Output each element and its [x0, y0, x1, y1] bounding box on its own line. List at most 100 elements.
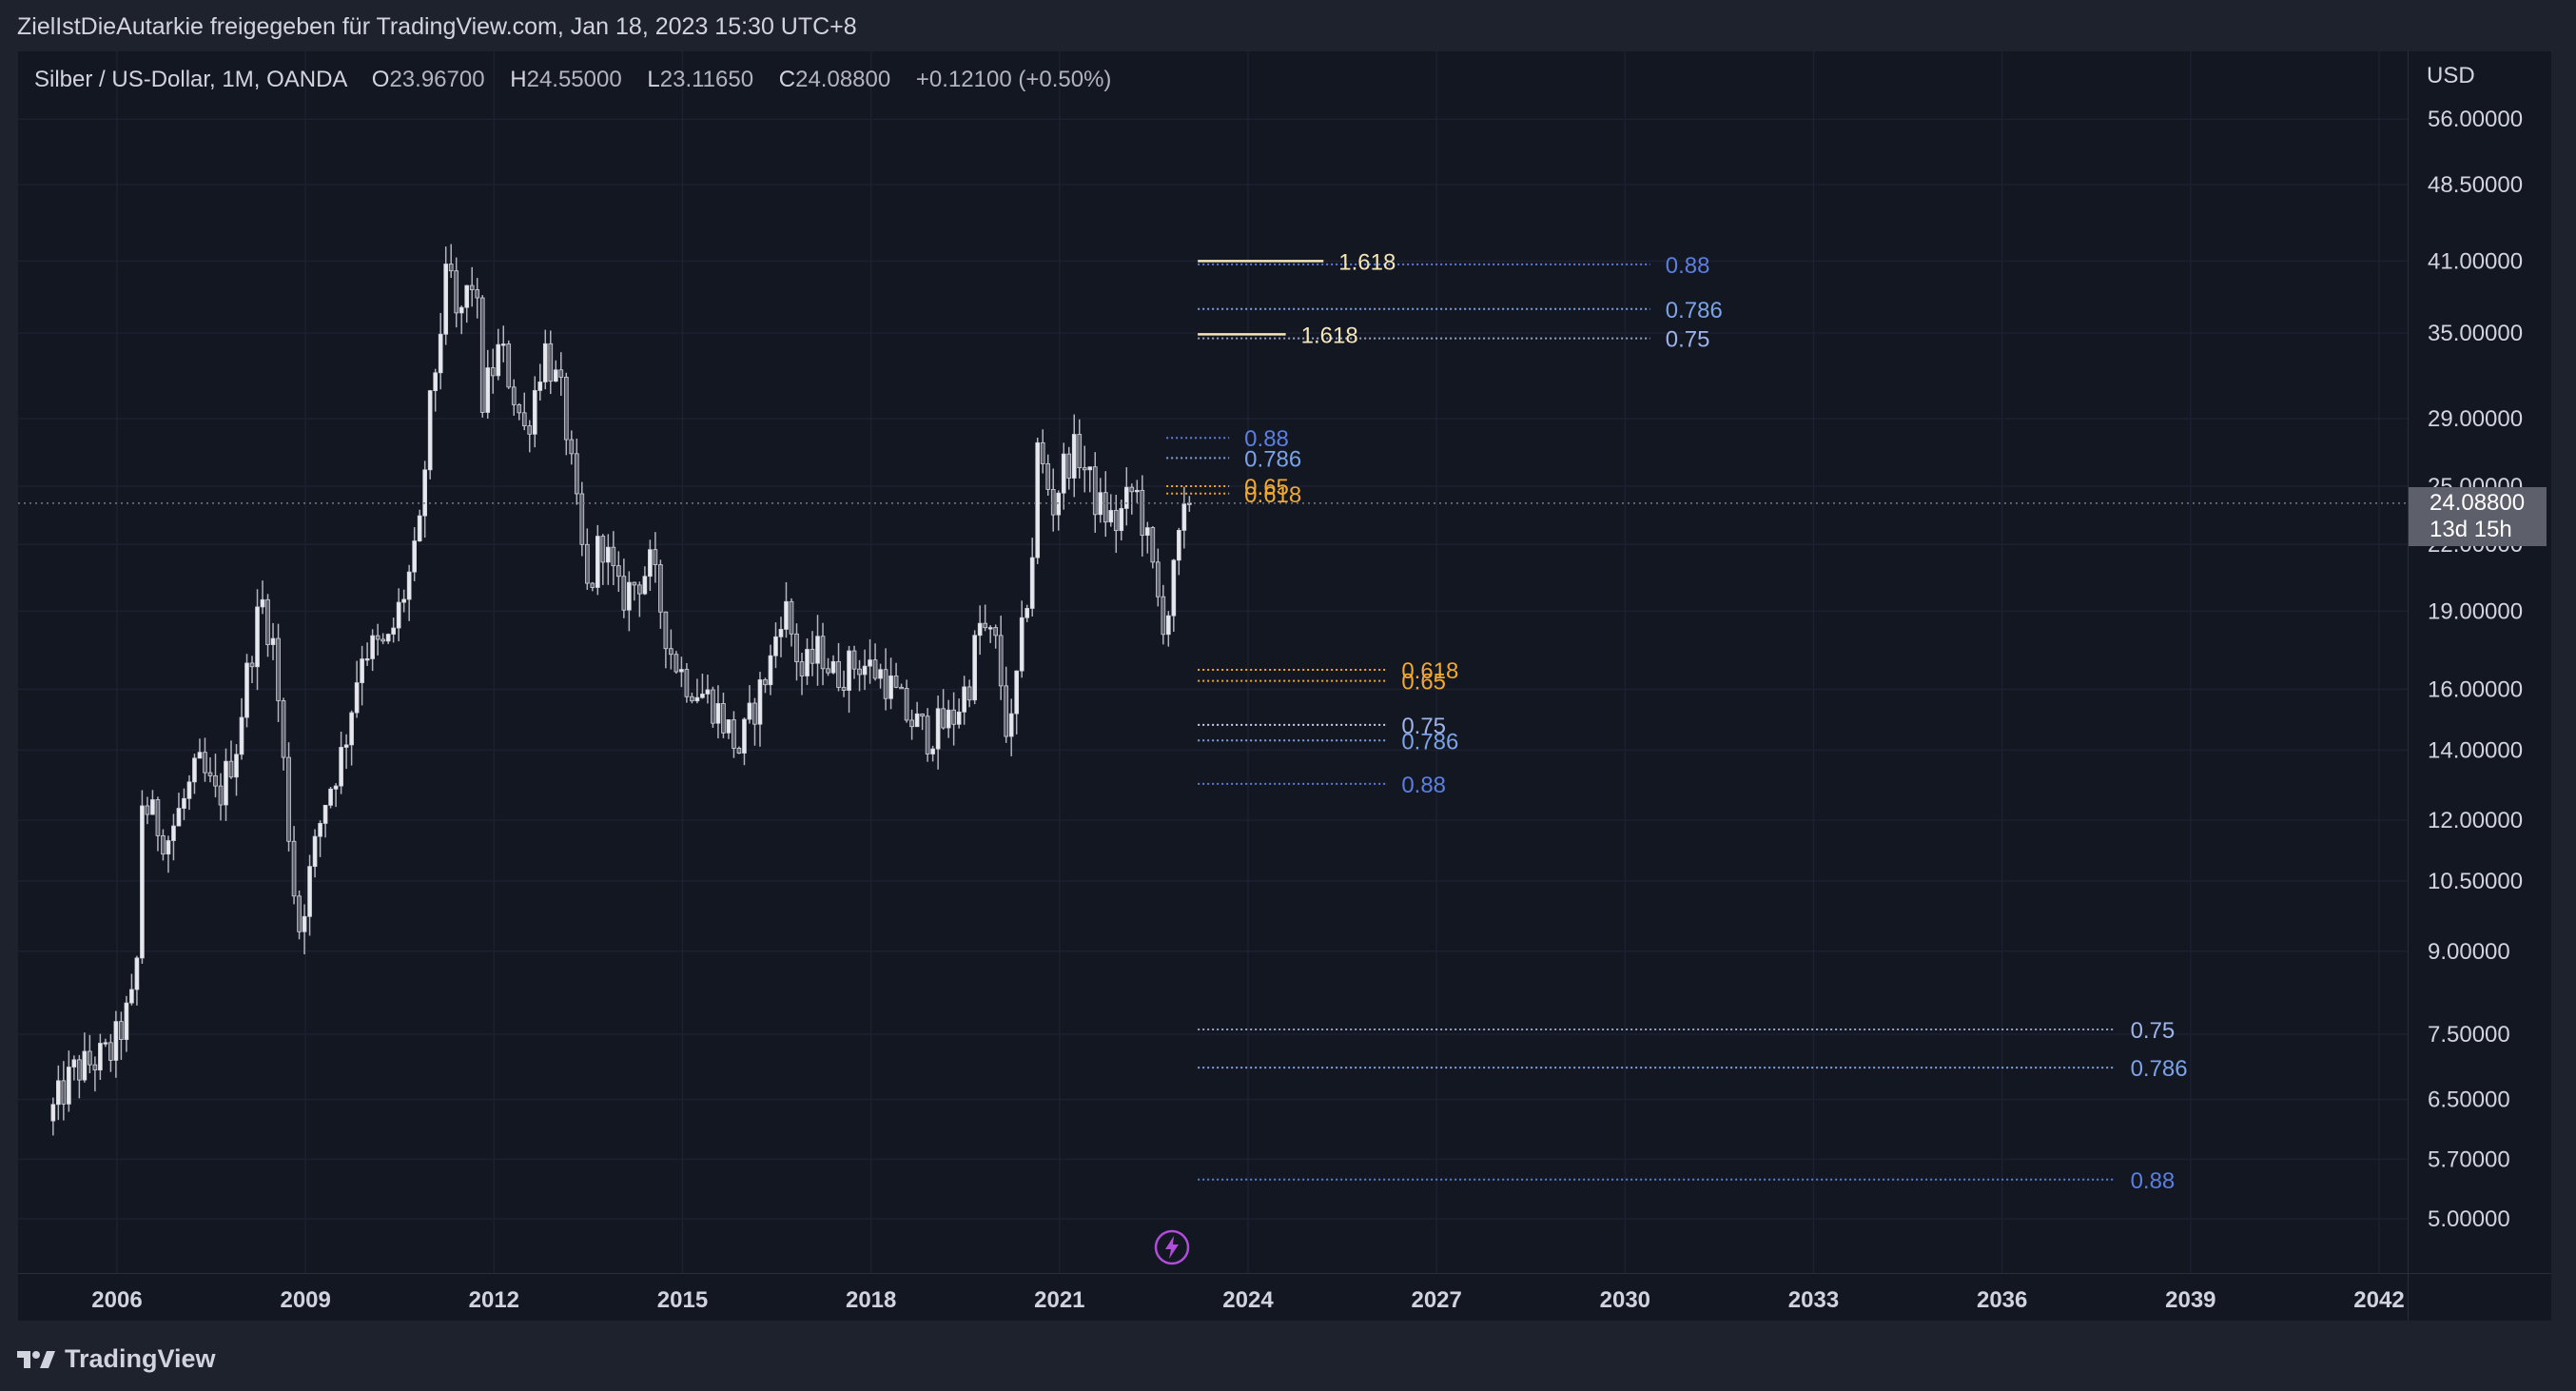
low-label: L: [647, 67, 660, 92]
candle-body: [1004, 685, 1009, 737]
candle-body: [637, 584, 642, 595]
candle-body: [966, 686, 972, 701]
candle-body: [234, 754, 239, 778]
candle-body: [872, 659, 878, 679]
candle-body: [1092, 466, 1098, 516]
candle-body: [690, 696, 694, 702]
candle-body: [935, 708, 941, 750]
candle-body: [239, 716, 244, 755]
candle-body: [224, 760, 228, 806]
candle-body: [1108, 510, 1114, 523]
lightning-bolt-icon[interactable]: [1153, 1228, 1191, 1266]
candle-body: [857, 668, 862, 676]
candle-body: [977, 622, 983, 637]
candle-body: [517, 403, 522, 414]
candle-body: [161, 834, 166, 855]
candle-body: [841, 687, 847, 691]
fib-level-label: 0.88: [2131, 1168, 2176, 1194]
candle-body: [527, 425, 533, 435]
candles: [50, 244, 1192, 1136]
candle-body: [694, 696, 700, 702]
time-tick-label: 2024: [1222, 1287, 1274, 1313]
currency-label[interactable]: USD: [2427, 63, 2475, 88]
candle-body: [1150, 527, 1156, 563]
fib-level-label: 0.65: [1401, 670, 1446, 696]
candle-body: [972, 635, 977, 701]
candle-body: [322, 804, 328, 824]
candle-body: [726, 719, 732, 734]
price-tick-label: 5.00000: [2428, 1206, 2510, 1232]
fib-level-label: 0.786: [2131, 1056, 2188, 1082]
tradingview-brand: TradingView: [65, 1344, 216, 1373]
candle-body: [1014, 670, 1020, 715]
candle-body: [789, 600, 794, 635]
tradingview-logo[interactable]: TradingView: [17, 1344, 216, 1374]
fib-level-label: 0.88: [1401, 773, 1446, 798]
fib-level-label: 1.618: [1338, 249, 1395, 275]
candle-body: [307, 866, 312, 917]
candle-body: [951, 709, 956, 725]
candle-body: [129, 989, 134, 1004]
candle-body: [909, 719, 914, 728]
candle-body: [213, 774, 218, 787]
candle-body: [1119, 508, 1124, 532]
candle-body: [108, 1042, 113, 1061]
candle-body: [883, 669, 888, 699]
axis-corner: [2408, 1273, 2551, 1322]
candle-body: [500, 343, 506, 346]
price-tick-label: 6.50000: [2428, 1087, 2510, 1112]
candle-body: [391, 627, 396, 635]
price-scale[interactable]: 56.00000 48.50000 41.00000 35.00000 29.00000…: [2408, 51, 2551, 1273]
candle-body: [1008, 713, 1014, 737]
candle-body: [286, 756, 291, 842]
candle-body: [396, 601, 401, 629]
plot-area[interactable]: 0.880.7860.751.6181.6180.880.7860.650.61…: [18, 51, 2408, 1273]
price-tick-label: 10.50000: [2428, 869, 2523, 894]
price-tick-label: 29.00000: [2428, 406, 2523, 432]
price-tick-label: 41.00000: [2428, 248, 2523, 274]
candle-body: [600, 536, 606, 563]
candle-body: [360, 658, 364, 683]
candle-body: [155, 799, 161, 836]
price-tick-label: 48.50000: [2428, 172, 2523, 198]
candle-body: [103, 1042, 108, 1045]
current-price-label: 24.08800: [2430, 490, 2526, 516]
price-tick-label: 14.00000: [2428, 737, 2523, 763]
candle-body: [281, 700, 286, 758]
candle-body: [77, 1059, 82, 1081]
candle-body: [1140, 489, 1145, 537]
candle-body: [815, 636, 820, 664]
candle-body: [417, 515, 422, 541]
candle-body: [354, 682, 360, 714]
chart-panel[interactable]: 0.88 0.786 0.75 1.618 1.618 0.88 0.786 0.65 0.61…: [18, 51, 2408, 1273]
symbol-name[interactable]: Silber / US-Dollar, 1M, OANDA: [34, 67, 347, 92]
candle-body: [805, 649, 810, 676]
candle-body: [276, 637, 281, 701]
fib-level-label: 0.75: [1666, 327, 1710, 353]
candle-body: [1045, 463, 1051, 490]
candle-body: [757, 679, 763, 725]
candle-body: [176, 808, 182, 827]
price-tick-label: 16.00000: [2428, 677, 2523, 703]
candle-body: [443, 264, 449, 335]
candle-body: [579, 493, 585, 545]
candle-body: [820, 636, 826, 670]
time-tick-label: 2012: [469, 1287, 519, 1313]
price-tick-label: 56.00000: [2428, 107, 2523, 132]
fib-level-label: 0.618: [1401, 658, 1458, 684]
candle-body: [140, 805, 145, 959]
close-label: C: [778, 67, 796, 92]
candle-body: [124, 1002, 129, 1041]
candle-body: [563, 377, 569, 441]
fib-level-label: 0.65: [1244, 475, 1289, 500]
candle-body: [987, 627, 993, 630]
candle-body: [92, 1064, 98, 1071]
candle-body: [82, 1050, 88, 1081]
time-axis[interactable]: 2006 2009 2012 2015 2018 2021 2024 2027 2030 2033…: [18, 1273, 2408, 1322]
candle-body: [1082, 467, 1087, 471]
price-scale-ticks: 56.00000 48.50000 41.00000 35.00000 29.00000…: [2428, 107, 2523, 1232]
candle-body: [548, 343, 554, 382]
candle-body: [941, 708, 946, 729]
candle-body: [370, 635, 375, 659]
candle-body: [684, 669, 690, 697]
